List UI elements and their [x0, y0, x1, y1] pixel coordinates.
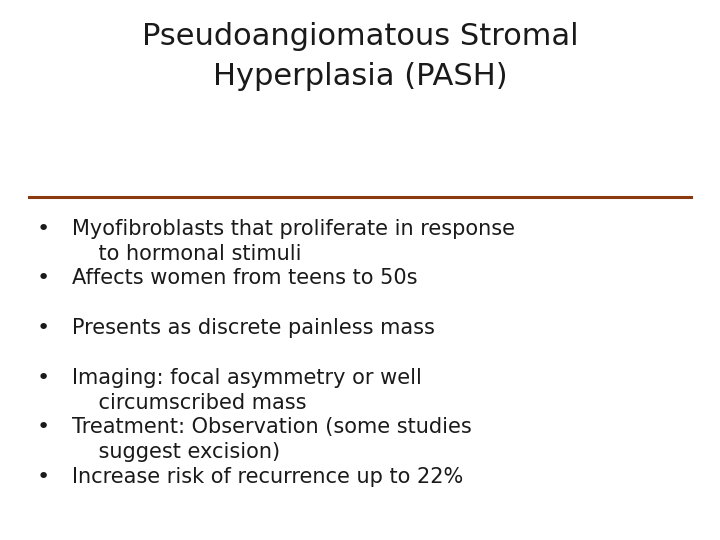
Text: •: • [37, 318, 50, 338]
Text: •: • [37, 417, 50, 437]
Text: Pseudoangiomatous Stromal
Hyperplasia (PASH): Pseudoangiomatous Stromal Hyperplasia (P… [142, 22, 578, 91]
Text: •: • [37, 368, 50, 388]
Text: Treatment: Observation (some studies
    suggest excision): Treatment: Observation (some studies sug… [72, 417, 472, 462]
Text: Increase risk of recurrence up to 22%: Increase risk of recurrence up to 22% [72, 467, 463, 487]
Text: •: • [37, 219, 50, 239]
Text: Affects women from teens to 50s: Affects women from teens to 50s [72, 268, 418, 288]
Text: •: • [37, 467, 50, 487]
Text: Imaging: focal asymmetry or well
    circumscribed mass: Imaging: focal asymmetry or well circums… [72, 368, 422, 413]
Text: Myofibroblasts that proliferate in response
    to hormonal stimuli: Myofibroblasts that proliferate in respo… [72, 219, 515, 264]
Text: •: • [37, 268, 50, 288]
Text: Presents as discrete painless mass: Presents as discrete painless mass [72, 318, 435, 338]
